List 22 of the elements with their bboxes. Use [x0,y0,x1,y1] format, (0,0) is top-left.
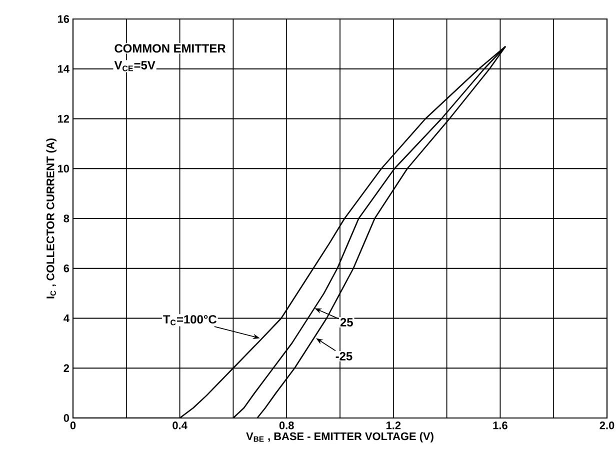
annotation: T$_{C}$=100°C [163,315,217,326]
x-tick-label: 0.4 [172,422,188,430]
x-tick-label: 1.6 [493,422,508,430]
y-tick-label: 4 [64,314,70,322]
y-tick-label: 10 [58,164,70,173]
y-tick-label: 12 [58,114,70,123]
annotation: V$_{CE}$=5V [114,61,156,72]
annotation: -25 [336,352,352,360]
x-tick-label: 2.0 [600,422,614,430]
x-tick-label: 0 [70,422,76,430]
x-axis-title: V$_{BE}$ , BASE - EMITTER VOLTAGE (V) [246,432,434,442]
y-axis-title: I$_{C}$ , COLLECTOR CURRENT (A) [46,138,56,298]
y-tick-label: 2 [64,364,70,372]
y-tick-label: 14 [58,65,70,73]
annotation: 25 [340,318,353,326]
y-tick-label: 16 [58,15,70,23]
annotation: COMMON EMITTER [114,44,226,53]
x-tick-label: 0.8 [279,422,294,430]
y-tick-label: 8 [64,214,70,222]
y-tick-label: 6 [64,264,70,272]
x-tick-label: 1.2 [386,422,401,430]
y-tick-label: 0 [64,414,70,422]
